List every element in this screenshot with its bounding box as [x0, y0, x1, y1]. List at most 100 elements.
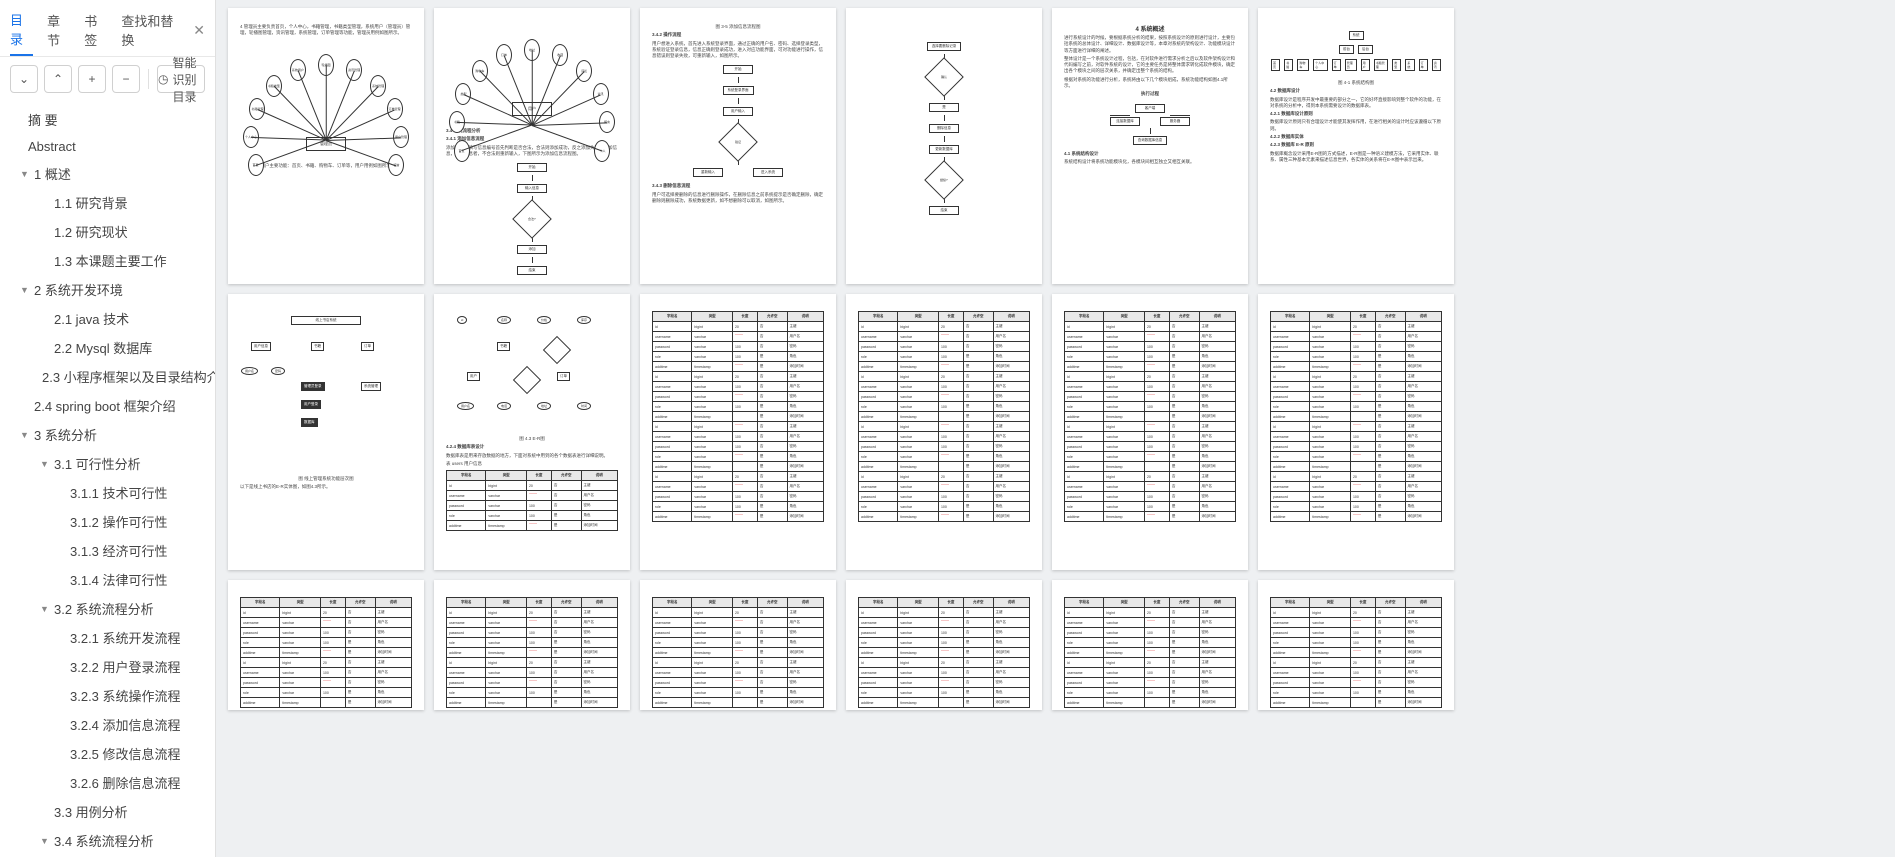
chevron-down-icon: ⌄ [19, 72, 29, 86]
outline-item[interactable]: ▼3 系统分析 [0, 420, 215, 449]
page-thumb[interactable]: 字段名类型长度允许空说明idbigint20否主键usernamevarchar… [846, 294, 1042, 570]
page-thumb[interactable]: 字段名类型长度允许空说明idbigint20否主键usernamevarchar… [1258, 580, 1454, 710]
outline-item[interactable]: 1.1 研究背景 [0, 188, 215, 217]
outline-label: 2.1 java 技术 [54, 309, 129, 328]
outline-item[interactable]: 3.2.4 添加信息流程 [0, 710, 215, 739]
outline-label: 2.2 Mysql 数据库 [54, 338, 152, 357]
page-thumb[interactable]: 字段名类型长度允许空说明idbigint20否主键usernamevarchar… [1258, 294, 1454, 570]
expand-down-button[interactable]: ⌄ [10, 65, 38, 93]
outline-item[interactable]: 1.2 研究现状 [0, 217, 215, 246]
outline-item[interactable]: ▼3.2 系统流程分析 [0, 594, 215, 623]
tab-directory[interactable]: 目录 [10, 4, 33, 56]
outline-label: 3.4 系统流程分析 [54, 831, 154, 850]
page-thumb[interactable]: 字段名类型长度允许空说明idbigint20否主键usernamevarchar… [640, 580, 836, 710]
outline-item[interactable]: 3.2.3 系统操作流程 [0, 681, 215, 710]
outline-label: 3.2.3 系统操作流程 [70, 686, 181, 705]
page-thumb[interactable]: 选择要删除记录 确认 是 删除信息 更新数据库 继续? 结束 [846, 8, 1042, 284]
page-intro: 4 管理员主要负责首页，个人中心，书籍管理，书籍类型管理，系统用户（管理员）管理… [240, 24, 412, 37]
db-table: 字段名类型长度允许空说明idbigint20否主键usernamevarchar… [1270, 597, 1442, 708]
outline-item[interactable]: 3.2.1 系统开发流程 [0, 623, 215, 652]
outline-toolbar: ⌄ ⌃ + − ◷智能识别目录 [0, 57, 215, 101]
minus-icon: − [122, 72, 129, 86]
remove-button[interactable]: − [112, 65, 140, 93]
db-table: 字段名类型长度允许空说明idbigint20否主键usernamevarchar… [240, 597, 412, 708]
subsection-heading: 3.4.3 删除信息流程 [652, 183, 824, 189]
outline-item[interactable]: 3.1.3 经济可行性 [0, 536, 215, 565]
page-thumb[interactable]: 4 系统概述 进行系统设计的时候，要根据系统分析的结果，按照系统设计的原则进行设… [1052, 8, 1248, 284]
db-table: 字段名类型长度允许空说明idbigint20否主键usernamevarchar… [858, 597, 1030, 708]
outline-label: 3.1.1 技术可行性 [70, 483, 168, 502]
tab-findreplace[interactable]: 查找和替换 [121, 5, 179, 55]
page-thumb[interactable]: 字段名类型长度允许空说明idbigint20否主键usernamevarchar… [1052, 580, 1248, 710]
section-heading: 4.2.2 数据库实体 [1270, 134, 1442, 140]
outline-item[interactable]: ▼3.4 系统流程分析 [0, 826, 215, 855]
db-table: 字段名类型长度允许空说明idbigint20否主键usernamevarchar… [1064, 597, 1236, 708]
outline-item[interactable]: ▼1 概述 [0, 159, 215, 188]
outline-item[interactable]: 3.2.2 用户登录流程 [0, 652, 215, 681]
outline-label: 3.2.1 系统开发流程 [70, 628, 181, 647]
collapse-up-button[interactable]: ⌃ [44, 65, 72, 93]
outline-item[interactable]: 2.4 spring boot 框架介绍 [0, 391, 215, 420]
page-thumbnails[interactable]: 4 管理员主要负责首页，个人中心，书籍管理，书籍类型管理，系统用户（管理员）管理… [216, 0, 1895, 857]
page-thumb[interactable]: 用户首页书籍类型购物车订单地址收藏评论资讯留言个人 3.4 系统流程分析 3.4… [434, 8, 630, 284]
outline-item[interactable]: 3.1.1 技术可行性 [0, 478, 215, 507]
section-heading: 4.2 数据库设计 [1270, 88, 1442, 94]
page-thumb[interactable]: 字段名类型长度允许空说明idbigint20否主键usernamevarchar… [1052, 294, 1248, 570]
page-thumb[interactable]: 字段名类型长度允许空说明idbigint20否主键usernamevarchar… [228, 580, 424, 710]
subtitle: 执行过程 [1064, 91, 1236, 97]
outline-label: 3.2.2 用户登录流程 [70, 657, 181, 676]
outline-item[interactable]: 3.3 用例分析 [0, 797, 215, 826]
outline-tree: 摘 要Abstract▼1 概述1.1 研究背景1.2 研究现状1.3 本课题主… [0, 101, 215, 857]
outline-label: 2.3 小程序框架以及目录结构介 ... [42, 367, 215, 386]
outline-item[interactable]: ▼2 系统开发环境 [0, 275, 215, 304]
section-heading: 4.2.3 数据库 E-R 原则 [1270, 142, 1442, 148]
page-thumb[interactable]: 系统 前台 后台 首页书籍购物车个人中心订单管理员用户书籍管理类型系统订单资讯 … [1258, 8, 1454, 284]
outline-item[interactable]: 2.1 java 技术 [0, 304, 215, 333]
section-heading: 4.1 系统结构设计 [1064, 151, 1236, 157]
outline-item[interactable]: 2.3 小程序框架以及目录结构介 ... [0, 362, 215, 391]
outline-item[interactable]: 3.1.2 操作可行性 [0, 507, 215, 536]
outline-item[interactable]: 3.1.4 法律可行性 [0, 565, 215, 594]
outline-item[interactable]: 摘 要 [0, 105, 215, 134]
sidebar-tabs: 目录 章节 书签 查找和替换 ✕ [0, 0, 215, 57]
outline-label: 2 系统开发环境 [34, 280, 123, 299]
flowchart: 选择要删除记录 确认 是 删除信息 更新数据库 继续? 结束 [858, 42, 1030, 215]
separator [148, 69, 149, 89]
page-thumb[interactable]: id 名称 价格 库存 书籍 用户 订单 用户名 电话 地址 时间 图 4.3 … [434, 294, 630, 570]
tab-bookmark[interactable]: 书签 [84, 5, 107, 55]
outline-item[interactable]: 3.2.5 修改信息流程 [0, 739, 215, 768]
page-thumb[interactable]: 字段名类型长度允许空说明idbigint20否主键usernamevarchar… [640, 294, 836, 570]
tab-chapter[interactable]: 章节 [47, 5, 70, 55]
body-text: 数据库概念设计采用E-R图的方式描述，E-R图是一种语义建模方法，它采用实体、联… [1270, 151, 1442, 164]
db-table: 字段名类型长度允许空说明idbigint20否主键usernamevarchar… [652, 311, 824, 522]
db-table: 字段名类型长度允许空说明idbigint20否主键usernamevarchar… [1064, 311, 1236, 522]
page-thumb[interactable]: 图 3-5 添加信息流程图 3.4.2 操作流程 用户想进入系统，首先进入系统登… [640, 8, 836, 284]
outline-label: 1.2 研究现状 [54, 222, 128, 241]
caption: 图 线上管理系统功能层次图 [240, 476, 412, 482]
section-heading: 3.4 系统流程分析 [446, 128, 618, 134]
flowchart: 开始 系统登录界面 用户输入 验证 重新输入进入系统 [652, 65, 824, 177]
chevron-down-icon: ▼ [20, 169, 32, 179]
body-text: 数据库表是用来存放数据的地方，下面对系统中用到的各个数据表进行详细说明。 [446, 453, 618, 459]
caption: 图 4.3 E-R图 [446, 436, 618, 442]
outline-label: 1 概述 [34, 164, 71, 183]
page-thumb[interactable]: 线上书店系统 用户信息 书籍 订单 用户名 密码 管理员登录 用户登录 数据库 … [228, 294, 424, 570]
add-button[interactable]: + [78, 65, 106, 93]
page-thumb[interactable]: 字段名类型长度允许空说明idbigint20否主键usernamevarchar… [434, 580, 630, 710]
outline-label: 3.1.4 法律可行性 [70, 570, 168, 589]
outline-item[interactable]: ▼3.1 可行性分析 [0, 449, 215, 478]
body-text: 以下是线上书店的E-R实体图，如图4.3所示。 [240, 484, 412, 490]
smart-recognize-button[interactable]: ◷智能识别目录 [157, 65, 205, 93]
chevron-down-icon: ▼ [40, 836, 52, 846]
outline-item[interactable]: 3.2.6 删除信息流程 [0, 768, 215, 797]
outline-item[interactable]: 1.3 本课题主要工作 [0, 246, 215, 275]
page-thumb[interactable]: 4 管理员主要负责首页，个人中心，书籍管理，书籍类型管理，系统用户（管理员）管理… [228, 8, 424, 284]
outline-item[interactable]: 2.2 Mysql 数据库 [0, 333, 215, 362]
close-icon[interactable]: ✕ [193, 22, 205, 39]
outline-label: 3.2 系统流程分析 [54, 599, 154, 618]
outline-item[interactable]: Abstract [0, 134, 215, 159]
body-text: 根据对系统的功能进行分析，系统将由以下几个模块组成，系统功能结构如图4.1所示。 [1064, 77, 1236, 90]
page-thumb[interactable]: 字段名类型长度允许空说明idbigint20否主键usernamevarchar… [846, 580, 1042, 710]
outline-label: 1.1 研究背景 [54, 193, 128, 212]
outline-label: 3.2.5 修改信息流程 [70, 744, 181, 763]
